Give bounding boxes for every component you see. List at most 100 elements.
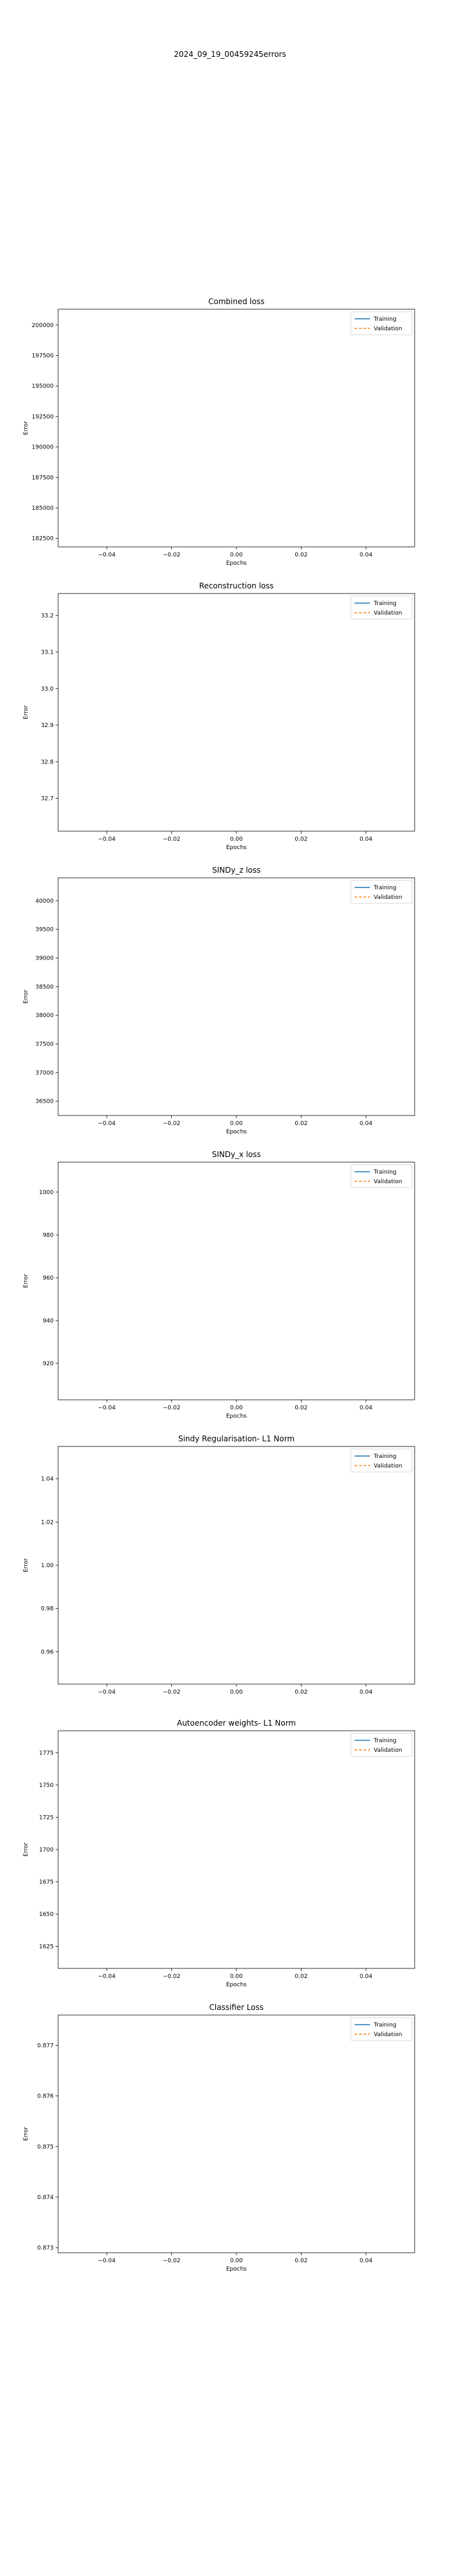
- legend-label-validation: Validation: [374, 2032, 402, 2038]
- legend-label-training: Training: [373, 1453, 397, 1460]
- x-tick-label: 0.04: [360, 552, 372, 558]
- chart-panel-6: Autoencoder weights- L1 Norm −0.04 −0.02 0.…: [23, 1719, 415, 1988]
- legend: Training Validation: [350, 1448, 413, 1473]
- y-axis-label: Error: [23, 990, 29, 1004]
- legend: Training Validation: [350, 1164, 413, 1188]
- y-tick-label: 39500: [35, 927, 54, 933]
- x-axis-label: Epochs: [226, 1129, 247, 1135]
- y-tick-label: 36500: [35, 1099, 54, 1105]
- x-tick-label: −0.02: [163, 552, 181, 558]
- y-tick-label: 39000: [35, 955, 54, 962]
- legend-box: [350, 880, 413, 904]
- x-axis-label: Epochs: [226, 2266, 247, 2273]
- y-tick-label: 192500: [32, 414, 54, 420]
- x-tick-label: −0.04: [98, 552, 116, 558]
- legend-label-validation: Validation: [374, 610, 402, 617]
- legend-label-training: Training: [373, 316, 397, 323]
- x-tick-label: −0.02: [163, 2258, 181, 2264]
- legend-label-validation: Validation: [374, 1747, 402, 1754]
- chart-title: SINDy_x loss: [212, 1150, 261, 1159]
- y-axis-label: Error: [23, 2127, 29, 2141]
- chart-title: Autoencoder weights- L1 Norm: [177, 1719, 296, 1728]
- x-tick-label: −0.04: [98, 1121, 116, 1127]
- y-tick-label: 33.2: [41, 613, 54, 619]
- x-tick-label: 0.04: [360, 1405, 372, 1411]
- y-tick-label: 0.876: [37, 2094, 54, 2100]
- legend-box: [350, 595, 413, 620]
- legend-box: [350, 2017, 413, 2041]
- y-axis-label: Error: [23, 1843, 29, 1857]
- y-tick-label: 32.8: [41, 759, 54, 765]
- y-tick-label: 1.00: [41, 1563, 54, 1569]
- legend-box: [350, 1164, 413, 1188]
- legend-label-training: Training: [373, 1169, 397, 1176]
- x-tick-label: 0.00: [230, 1405, 243, 1411]
- y-tick-label: 0.874: [37, 2195, 54, 2201]
- x-tick-label: 0.02: [295, 836, 307, 843]
- x-tick-label: 0.02: [295, 1974, 307, 1980]
- y-tick-label: 182500: [32, 536, 54, 542]
- chart-title: SINDy_z loss: [212, 866, 261, 875]
- axes-frame: [57, 2014, 415, 2253]
- legend: Training Validation: [350, 1733, 413, 1757]
- y-tick-label: 1650: [39, 1912, 54, 1918]
- axes-frame: [57, 309, 415, 548]
- x-tick-label: −0.04: [98, 1974, 116, 1980]
- axes-frame: [57, 877, 415, 1116]
- y-tick-label: 960: [43, 1275, 54, 1282]
- x-axis-label: Epochs: [226, 845, 247, 851]
- y-tick-label: 1675: [39, 1880, 54, 1886]
- x-tick-label: 0.02: [295, 552, 307, 558]
- legend-label-validation: Validation: [374, 1179, 402, 1185]
- y-tick-label: 1750: [39, 1782, 54, 1789]
- y-tick-label: 38500: [35, 984, 54, 990]
- x-tick-label: 0.04: [360, 1974, 372, 1980]
- y-tick-label: 980: [43, 1232, 54, 1239]
- y-tick-label: 185000: [32, 505, 54, 512]
- y-tick-label: 920: [43, 1361, 54, 1367]
- y-tick-label: 1000: [39, 1190, 54, 1196]
- legend-label-training: Training: [373, 1738, 397, 1744]
- x-tick-label: −0.02: [163, 1689, 181, 1696]
- y-tick-label: 1625: [39, 1944, 54, 1951]
- legend-label-training: Training: [373, 885, 397, 891]
- y-tick-label: 1.02: [41, 1519, 54, 1526]
- x-tick-label: 0.00: [230, 1689, 243, 1696]
- x-axis-label: Epochs: [226, 560, 247, 567]
- y-tick-label: 0.98: [41, 1606, 54, 1613]
- x-tick-label: −0.02: [163, 1121, 181, 1127]
- legend: Training Validation: [350, 2017, 413, 2041]
- x-tick-label: −0.04: [98, 2258, 116, 2264]
- y-tick-label: 940: [43, 1318, 54, 1324]
- y-tick-label: 38000: [35, 1013, 54, 1019]
- x-tick-label: 0.04: [360, 1121, 372, 1127]
- y-tick-label: 1725: [39, 1814, 54, 1821]
- y-axis-label: Error: [23, 421, 29, 435]
- x-tick-label: 0.02: [295, 1689, 307, 1696]
- x-tick-label: 0.00: [230, 2258, 243, 2264]
- legend-label-training: Training: [373, 601, 397, 607]
- chart-panel-2: Reconstruction loss −0.04 −0.02 0.00 0.02 0.0…: [23, 581, 415, 851]
- figure-suptitle: 2024_09_19_00459245errors: [174, 50, 286, 59]
- y-tick-label: 40000: [35, 898, 54, 905]
- y-axis-label: Error: [23, 1274, 29, 1288]
- chart-panel-4: SINDy_x loss −0.04 −0.02 0.00 0.02 0.04 920 940…: [23, 1150, 415, 1420]
- x-tick-label: 0.00: [230, 1121, 243, 1127]
- y-tick-label: 197500: [32, 353, 54, 359]
- legend: Training Validation: [350, 595, 413, 620]
- x-tick-label: −0.04: [98, 1689, 116, 1696]
- chart-panel-7: Classifier Loss −0.04 −0.02 0.00 0.02 0.04 0.8…: [23, 2003, 415, 2273]
- axes-frame: [57, 1446, 415, 1685]
- axes-frame: [57, 1730, 415, 1969]
- x-tick-label: −0.04: [98, 1405, 116, 1411]
- y-tick-label: 33.0: [41, 686, 54, 693]
- y-tick-label: 37000: [35, 1070, 54, 1077]
- y-tick-label: 32.7: [41, 795, 54, 802]
- chart-title: Sindy Regularisation- L1 Norm: [178, 1434, 295, 1443]
- x-axis-label: Epochs: [226, 1413, 247, 1420]
- chart-panel-1: Combined loss −0.04 −0.02 0.00 0.02 0.04 18250…: [23, 297, 415, 567]
- axes-frame: [57, 1162, 415, 1400]
- x-tick-label: 0.02: [295, 1121, 307, 1127]
- y-tick-label: 200000: [32, 323, 54, 329]
